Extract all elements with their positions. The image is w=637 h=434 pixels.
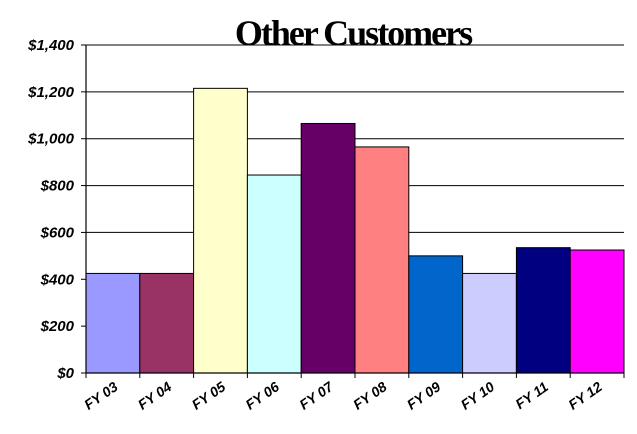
x-tick-label: FY 03 bbox=[81, 378, 121, 413]
x-tick-label: FY 05 bbox=[189, 378, 229, 413]
x-tick-label: FY 08 bbox=[350, 378, 390, 413]
x-tick-label: FY 12 bbox=[565, 378, 605, 413]
x-tick-label: FY 10 bbox=[458, 378, 498, 413]
x-tick-label: FY 04 bbox=[135, 378, 175, 413]
x-axis-ticks: FY 03 FY 04 FY 05 FY 06 FY 07 FY 08 FY 09 FY 10… bbox=[81, 373, 625, 413]
x-tick-label: FY 11 bbox=[512, 378, 551, 412]
x-tick-label: FY 06 bbox=[242, 378, 282, 413]
x-tick-label: FY 07 bbox=[296, 378, 337, 413]
y-axis-ticks: $0 $200 $400 $600 $800 $1,000 $1,200 $1,400 bbox=[27, 37, 86, 382]
y-tick-label: $1,000 bbox=[27, 131, 75, 148]
bar bbox=[515, 247, 571, 374]
bar bbox=[139, 272, 195, 374]
bar bbox=[193, 87, 248, 374]
y-tick-label: $0 bbox=[56, 365, 74, 382]
bar bbox=[85, 272, 141, 374]
bar bbox=[462, 272, 517, 374]
y-tick-label: $800 bbox=[40, 178, 75, 195]
y-tick-label: $1,200 bbox=[27, 84, 75, 101]
y-tick-label: $200 bbox=[40, 318, 75, 335]
bar bbox=[569, 249, 625, 374]
y-tick-label: $1,400 bbox=[27, 37, 75, 54]
bars bbox=[85, 87, 625, 374]
bar bbox=[246, 174, 302, 374]
bar bbox=[408, 255, 464, 374]
bar bbox=[300, 122, 356, 374]
chart-title: Other Customers bbox=[235, 13, 473, 53]
bar bbox=[354, 146, 410, 374]
x-tick-label: FY 09 bbox=[404, 378, 444, 413]
y-tick-label: $600 bbox=[40, 224, 75, 241]
y-tick-label: $400 bbox=[40, 271, 75, 288]
